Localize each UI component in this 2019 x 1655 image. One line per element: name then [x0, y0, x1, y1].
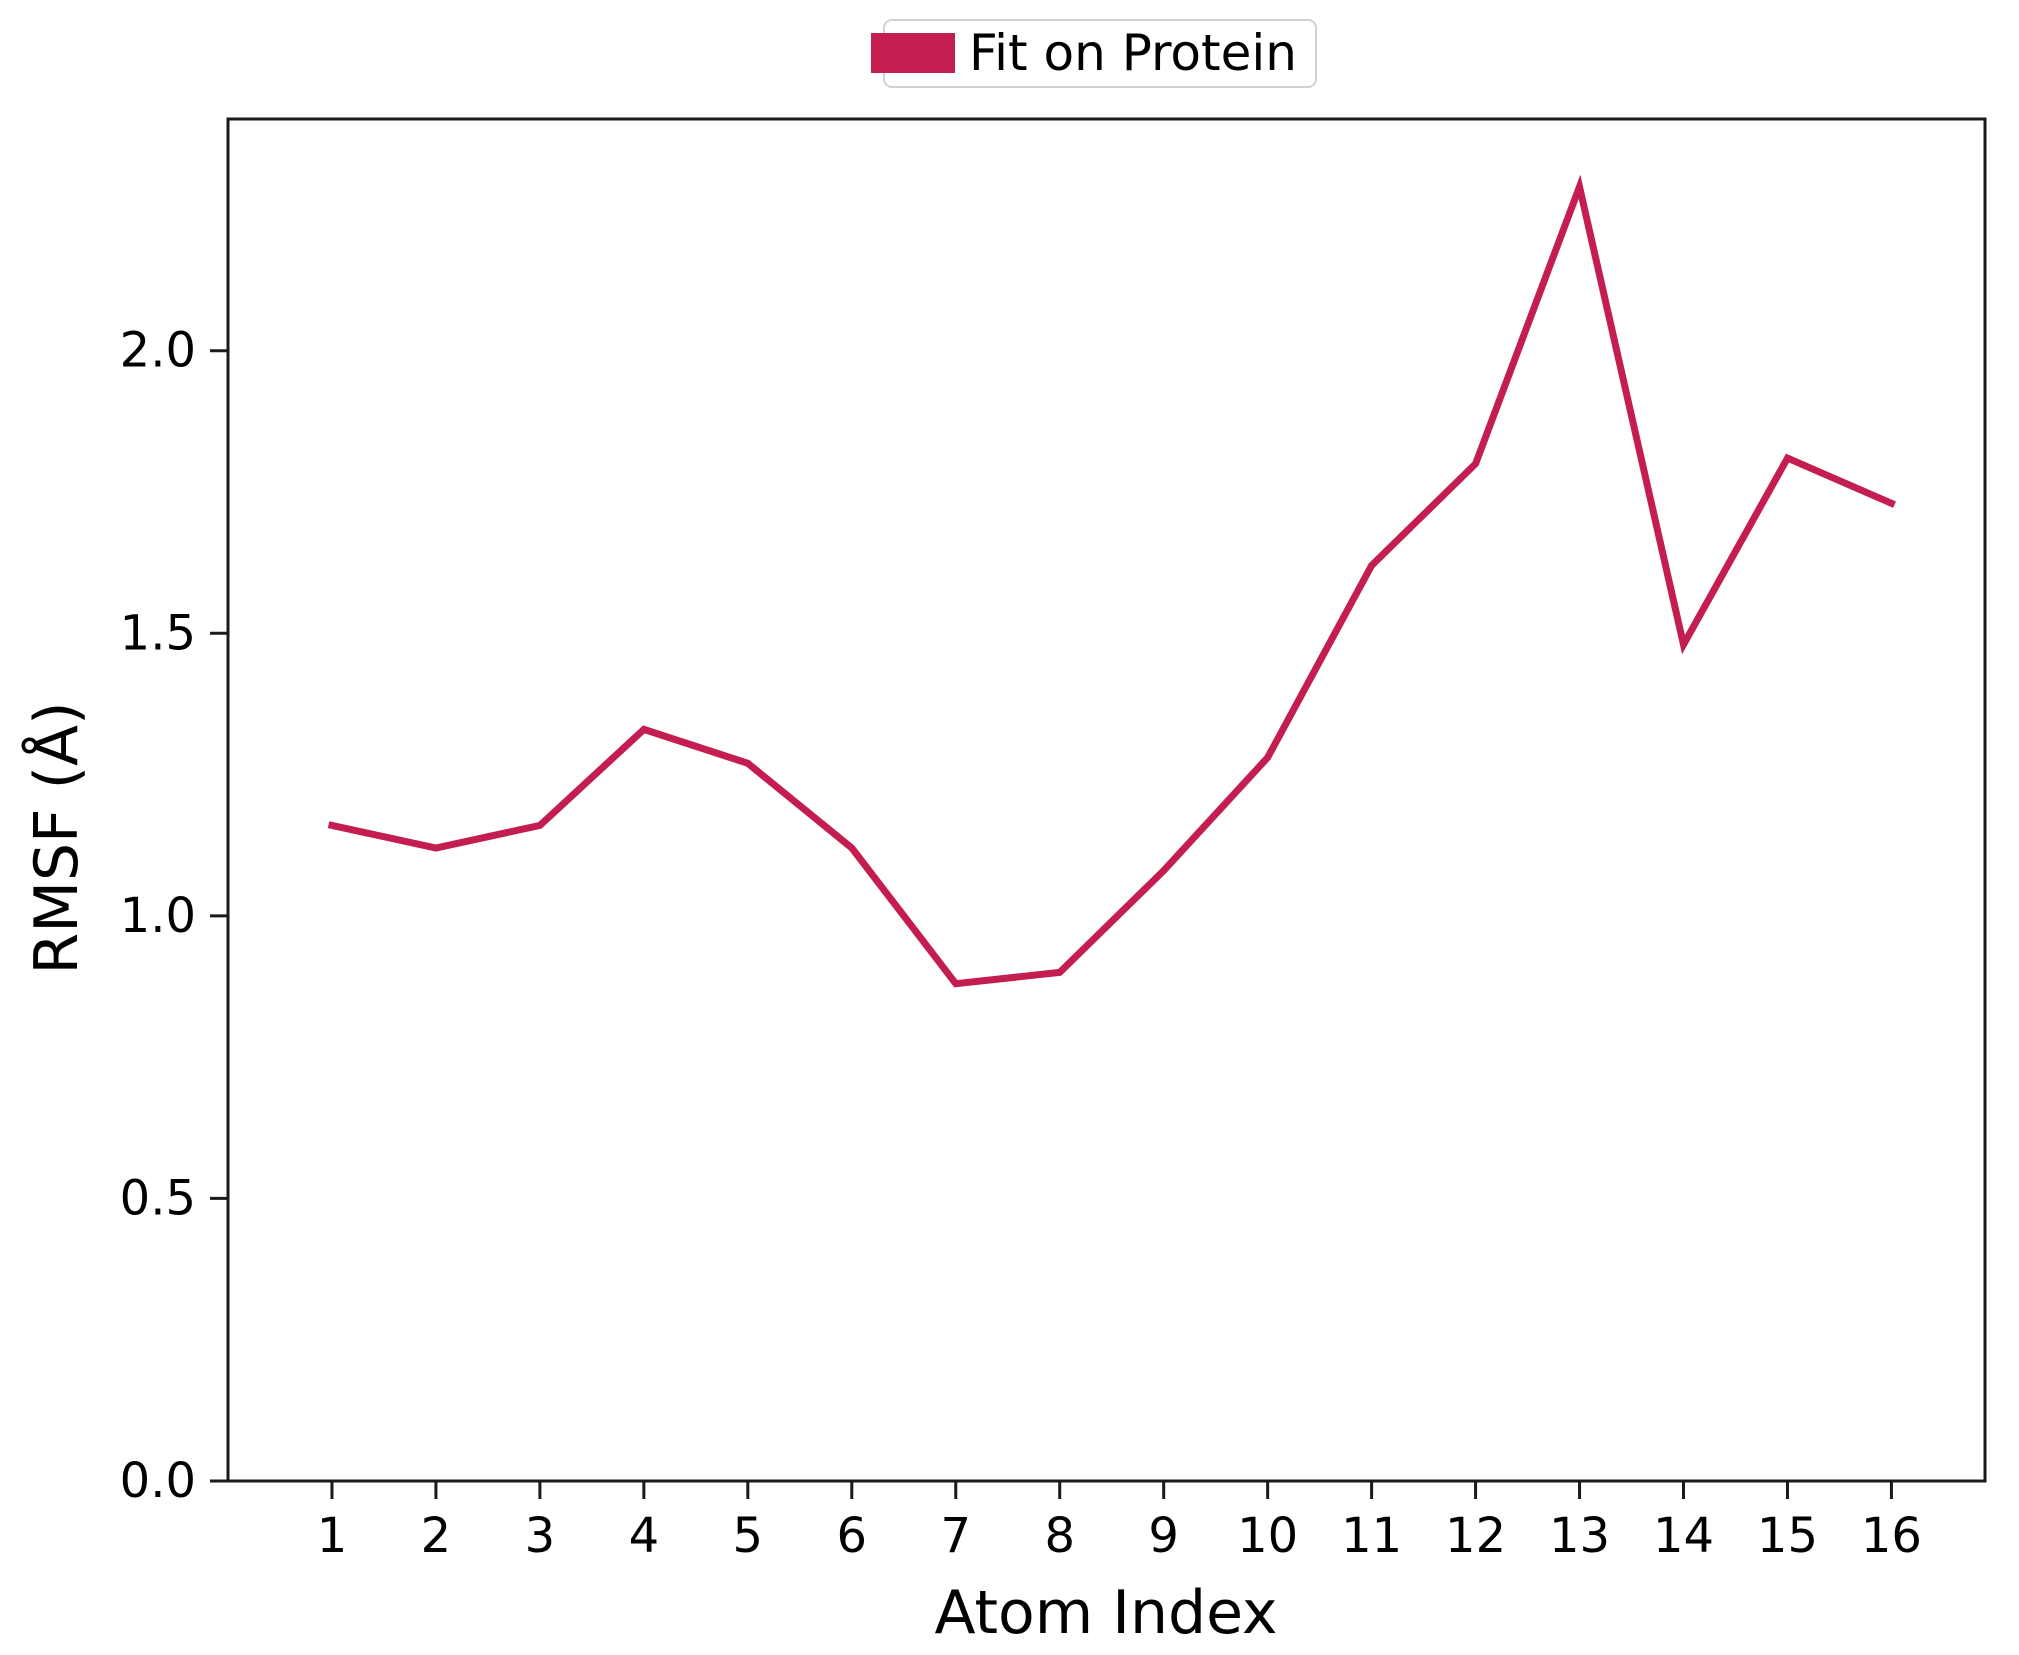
x-tick-label: 11	[1341, 1508, 1402, 1564]
x-tick-label: 1	[317, 1508, 348, 1564]
x-tick-label: 16	[1861, 1508, 1922, 1564]
x-tick-label: 4	[629, 1508, 660, 1564]
x-tick-label: 6	[837, 1508, 868, 1564]
x-tick-label: 9	[1148, 1508, 1179, 1564]
x-tick-label: 14	[1653, 1508, 1714, 1564]
y-tick-label: 1.5	[120, 605, 196, 661]
x-tick-label: 7	[940, 1508, 971, 1564]
y-tick-label: 1.0	[120, 888, 196, 944]
y-axis-label: RMSF (Å)	[22, 701, 92, 975]
legend: Fit on Protein	[871, 19, 1317, 88]
y-tick-label: 0.0	[120, 1453, 196, 1509]
x-tick-label: 13	[1549, 1508, 1610, 1564]
data-line-fit-on-protein	[327, 174, 1897, 988]
x-tick-label: 8	[1044, 1508, 1075, 1564]
y-tick-label: 0.5	[120, 1170, 196, 1226]
legend-swatch	[871, 33, 956, 74]
y-tick-label: 2.0	[120, 323, 196, 379]
x-tick-label: 5	[733, 1508, 764, 1564]
x-tick-label: 10	[1237, 1508, 1298, 1564]
legend-label: Fit on Protein	[969, 24, 1297, 82]
plot-frame	[226, 117, 1987, 1483]
x-tick-label: 2	[421, 1508, 452, 1564]
x-tick-label: 15	[1757, 1508, 1818, 1564]
x-tick-label: 3	[525, 1508, 556, 1564]
x-tick-label: 12	[1445, 1508, 1506, 1564]
x-axis-label: Atom Index	[934, 1578, 1278, 1648]
